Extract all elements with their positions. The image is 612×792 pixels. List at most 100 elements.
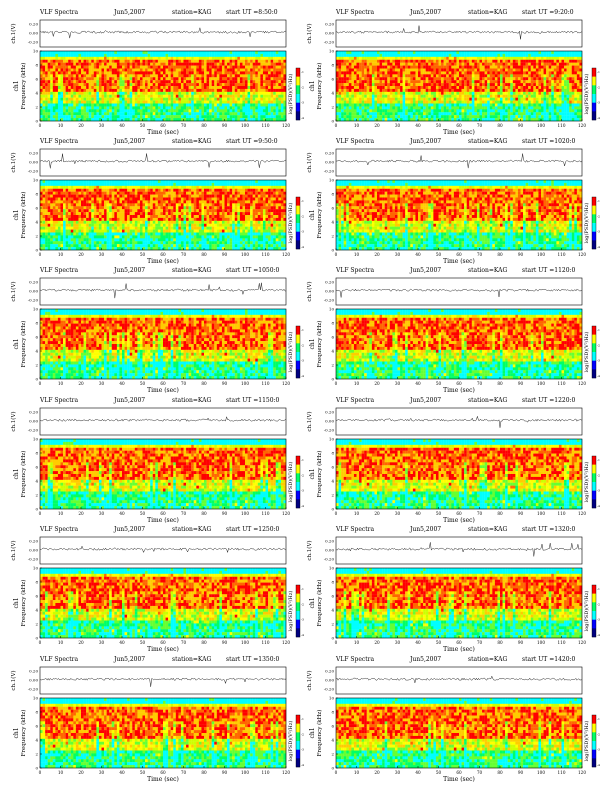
heatmap-cell — [63, 77, 66, 81]
heatmap-cell — [221, 94, 225, 98]
heatmap-cell — [224, 88, 228, 92]
heatmap-cell — [366, 103, 370, 107]
heatmap-cell — [152, 88, 156, 92]
heatmap-cell — [122, 56, 125, 60]
heatmap-cell — [278, 103, 282, 107]
heatmap-cell — [482, 83, 485, 87]
heatmap-cell — [265, 115, 269, 119]
heatmap-cell — [389, 91, 393, 95]
heatmap-cell — [576, 86, 580, 90]
heatmap-cell — [134, 109, 138, 113]
heatmap-cell — [346, 112, 349, 116]
heatmap-cell — [479, 68, 483, 72]
heatmap-cell — [492, 88, 496, 92]
heatmap-cell — [377, 77, 380, 81]
heatmap-cell — [88, 68, 92, 72]
heatmap-cell — [379, 103, 383, 107]
heatmap-cell — [428, 103, 431, 107]
heatmap-cell — [170, 97, 174, 101]
heatmap-cell — [224, 97, 228, 101]
heatmap-cell — [430, 86, 434, 90]
heatmap-cell — [453, 112, 457, 116]
heatmap-cell — [255, 77, 258, 81]
heatmap-cell — [63, 62, 66, 66]
heatmap-cell — [543, 59, 547, 63]
heatmap-cell — [430, 53, 434, 57]
heatmap-cell — [119, 109, 123, 113]
heatmap-cell — [204, 106, 207, 110]
heatmap-cell — [479, 112, 483, 116]
heatmap-cell — [191, 109, 194, 113]
heatmap-cell — [96, 112, 100, 116]
heatmap-cell — [351, 91, 355, 95]
heatmap-cell — [137, 185, 141, 189]
heatmap-cell — [247, 74, 251, 78]
heatmap-cell — [116, 53, 120, 57]
colorbar-label: log(PSD)(V²/Hz) — [287, 74, 294, 115]
heatmap-cell — [216, 86, 220, 90]
heatmap-cell — [428, 53, 431, 57]
heatmap-cell — [273, 88, 276, 92]
heatmap-cell — [152, 65, 156, 69]
heatmap-cell — [139, 109, 143, 113]
heatmap-cell — [55, 118, 59, 122]
heatmap-cell — [204, 109, 207, 113]
heatmap-cell — [55, 80, 59, 84]
heatmap-cell — [561, 53, 565, 57]
heatmap-cell — [168, 74, 171, 78]
heatmap-cell — [124, 68, 128, 72]
heatmap-cell — [348, 71, 352, 75]
heatmap-cell — [415, 68, 419, 72]
heatmap-cell — [47, 77, 51, 81]
heatmap-cell — [114, 59, 118, 63]
heatmap-cell — [265, 112, 269, 116]
heatmap-cell — [533, 97, 537, 101]
heatmap-cell — [227, 62, 230, 66]
heatmap-cell — [487, 91, 490, 95]
heatmap-cell — [343, 83, 347, 87]
heatmap-cell — [98, 118, 102, 122]
heatmap-cell — [384, 74, 388, 78]
heatmap-cell — [150, 62, 153, 66]
heatmap-cell — [93, 106, 97, 110]
heatmap-cell — [533, 53, 537, 57]
heatmap-cell — [361, 71, 365, 75]
heatmap-cell — [487, 88, 490, 92]
heatmap-cell — [423, 77, 426, 81]
heatmap-cell — [466, 103, 470, 107]
heatmap-cell — [52, 71, 56, 75]
heatmap-cell — [487, 68, 490, 72]
heatmap-cell — [443, 59, 447, 63]
heatmap-cell — [152, 59, 156, 63]
heatmap-cell — [505, 88, 508, 92]
heatmap-cell — [576, 56, 580, 60]
heatmap-cell — [209, 91, 212, 95]
heatmap-cell — [150, 53, 153, 57]
heatmap-cell — [163, 91, 166, 95]
heatmap-cell — [374, 74, 378, 78]
heatmap-cell — [239, 118, 243, 122]
heatmap-cell — [209, 59, 212, 63]
heatmap-cell — [270, 182, 274, 186]
heatmap-cell — [556, 53, 560, 57]
heatmap-cell — [492, 53, 496, 57]
heatmap-cell — [453, 94, 457, 98]
heatmap-cell — [507, 62, 511, 66]
heatmap-cell — [55, 112, 59, 116]
heatmap-cell — [40, 103, 43, 107]
heatmap-cell — [461, 77, 465, 81]
heatmap-cell — [564, 115, 567, 119]
heatmap-cell — [114, 118, 118, 122]
heatmap-cell — [65, 100, 69, 104]
heatmap-cell — [232, 100, 235, 104]
heatmap-cell — [232, 88, 235, 92]
heatmap-cell — [201, 71, 205, 75]
heatmap-cell — [98, 97, 102, 101]
heatmap-cell — [402, 88, 406, 92]
heatmap-cell — [528, 91, 531, 95]
heatmap-cell — [70, 77, 74, 81]
heatmap-cell — [446, 77, 449, 81]
heatmap-cell — [98, 106, 102, 110]
heatmap-cell — [239, 86, 243, 90]
heatmap-cell — [569, 65, 572, 69]
